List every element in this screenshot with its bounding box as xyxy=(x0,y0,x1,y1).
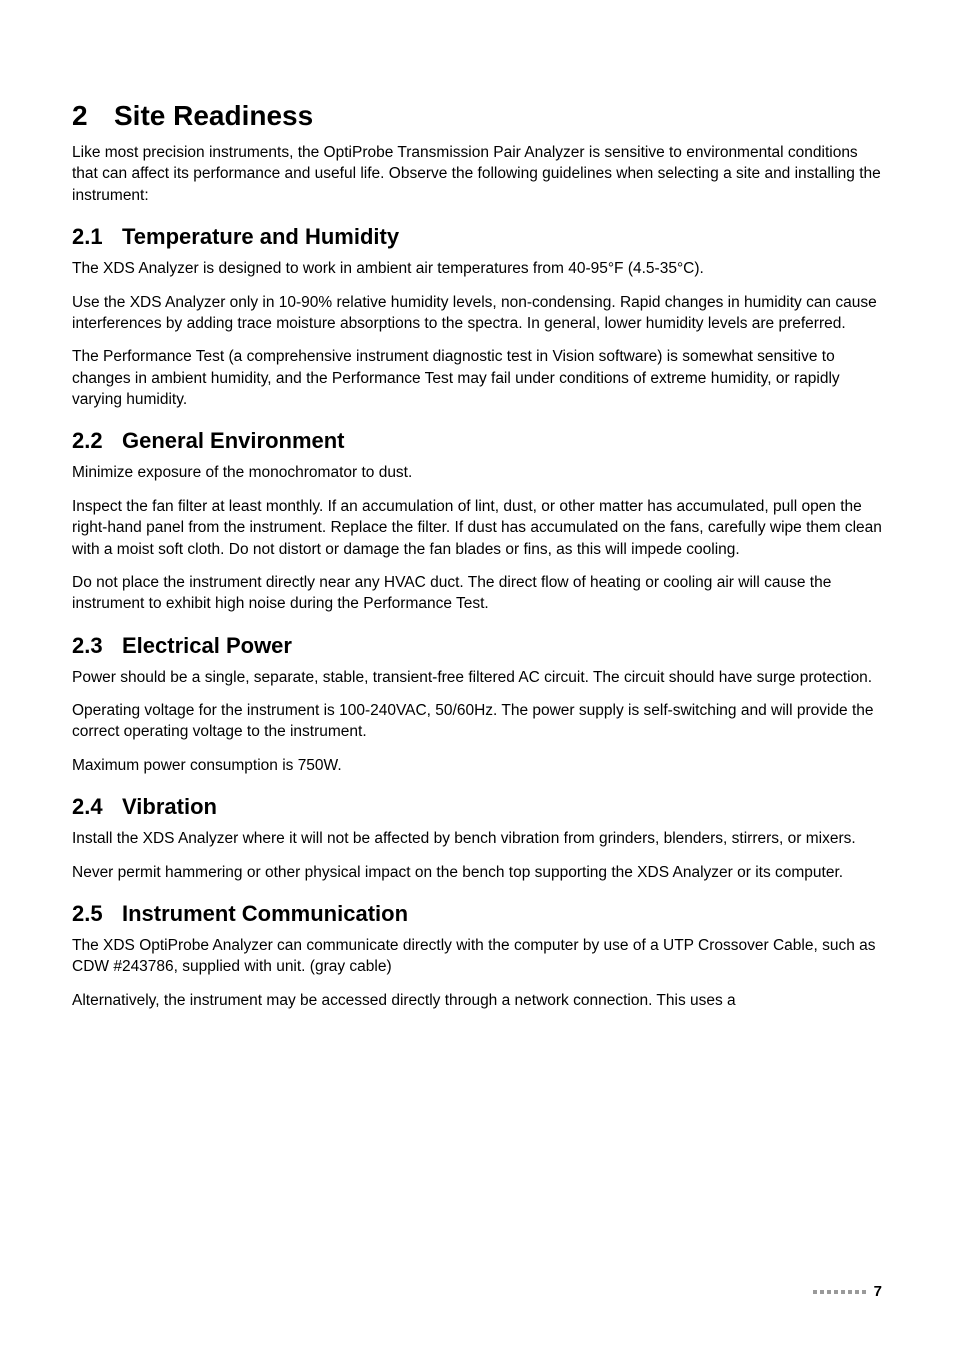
body-paragraph: Do not place the instrument directly nea… xyxy=(72,572,882,615)
section-heading: 2.3 Electrical Power xyxy=(72,633,882,659)
section-title: Vibration xyxy=(122,794,217,820)
document-page: 2 Site Readiness Like most precision ins… xyxy=(0,0,954,1350)
section-number: 2.4 xyxy=(72,794,122,820)
body-paragraph: Power should be a single, separate, stab… xyxy=(72,667,882,688)
body-paragraph: Operating voltage for the instrument is … xyxy=(72,700,882,743)
chapter-heading: 2 Site Readiness xyxy=(72,100,882,132)
body-paragraph: Install the XDS Analyzer where it will n… xyxy=(72,828,882,849)
body-paragraph: Never permit hammering or other physical… xyxy=(72,862,882,883)
body-paragraph: Use the XDS Analyzer only in 10-90% rela… xyxy=(72,292,882,335)
footer-dots-icon xyxy=(813,1290,866,1294)
section-title: Temperature and Humidity xyxy=(122,224,399,250)
section-title: Instrument Communication xyxy=(122,901,408,927)
chapter-title: Site Readiness xyxy=(114,100,313,132)
section-heading: 2.4 Vibration xyxy=(72,794,882,820)
body-paragraph: The XDS OptiProbe Analyzer can communica… xyxy=(72,935,882,978)
chapter-number: 2 xyxy=(72,100,114,132)
body-paragraph: Alternatively, the instrument may be acc… xyxy=(72,990,882,1011)
body-paragraph: Maximum power consumption is 750W. xyxy=(72,755,882,776)
body-paragraph: The Performance Test (a comprehensive in… xyxy=(72,346,882,410)
section-number: 2.5 xyxy=(72,901,122,927)
section-number: 2.3 xyxy=(72,633,122,659)
page-footer: 7 xyxy=(72,1263,882,1300)
chapter-intro: Like most precision instruments, the Opt… xyxy=(72,142,882,206)
section-number: 2.2 xyxy=(72,428,122,454)
section-heading: 2.2 General Environment xyxy=(72,428,882,454)
section-heading: 2.1 Temperature and Humidity xyxy=(72,224,882,250)
section-title: General Environment xyxy=(122,428,345,454)
page-number: 7 xyxy=(874,1283,882,1300)
page-content: 2 Site Readiness Like most precision ins… xyxy=(72,100,882,1263)
body-paragraph: Minimize exposure of the monochromator t… xyxy=(72,462,882,483)
section-title: Electrical Power xyxy=(122,633,292,659)
body-paragraph: The XDS Analyzer is designed to work in … xyxy=(72,258,882,279)
body-paragraph: Inspect the fan filter at least monthly.… xyxy=(72,496,882,560)
section-number: 2.1 xyxy=(72,224,122,250)
section-heading: 2.5 Instrument Communication xyxy=(72,901,882,927)
